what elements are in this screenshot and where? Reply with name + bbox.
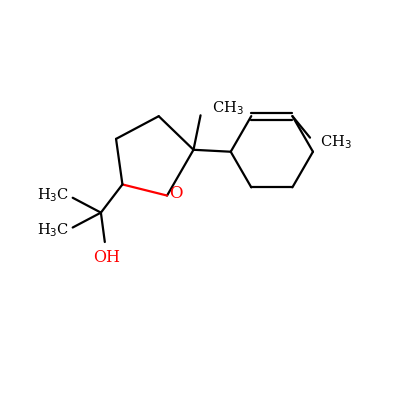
Text: H$_3$C: H$_3$C [37, 222, 70, 239]
Text: CH$_3$: CH$_3$ [212, 100, 243, 117]
Text: O: O [169, 185, 182, 202]
Text: CH$_3$: CH$_3$ [320, 134, 352, 151]
Text: OH: OH [93, 249, 120, 266]
Text: H$_3$C: H$_3$C [37, 186, 70, 204]
